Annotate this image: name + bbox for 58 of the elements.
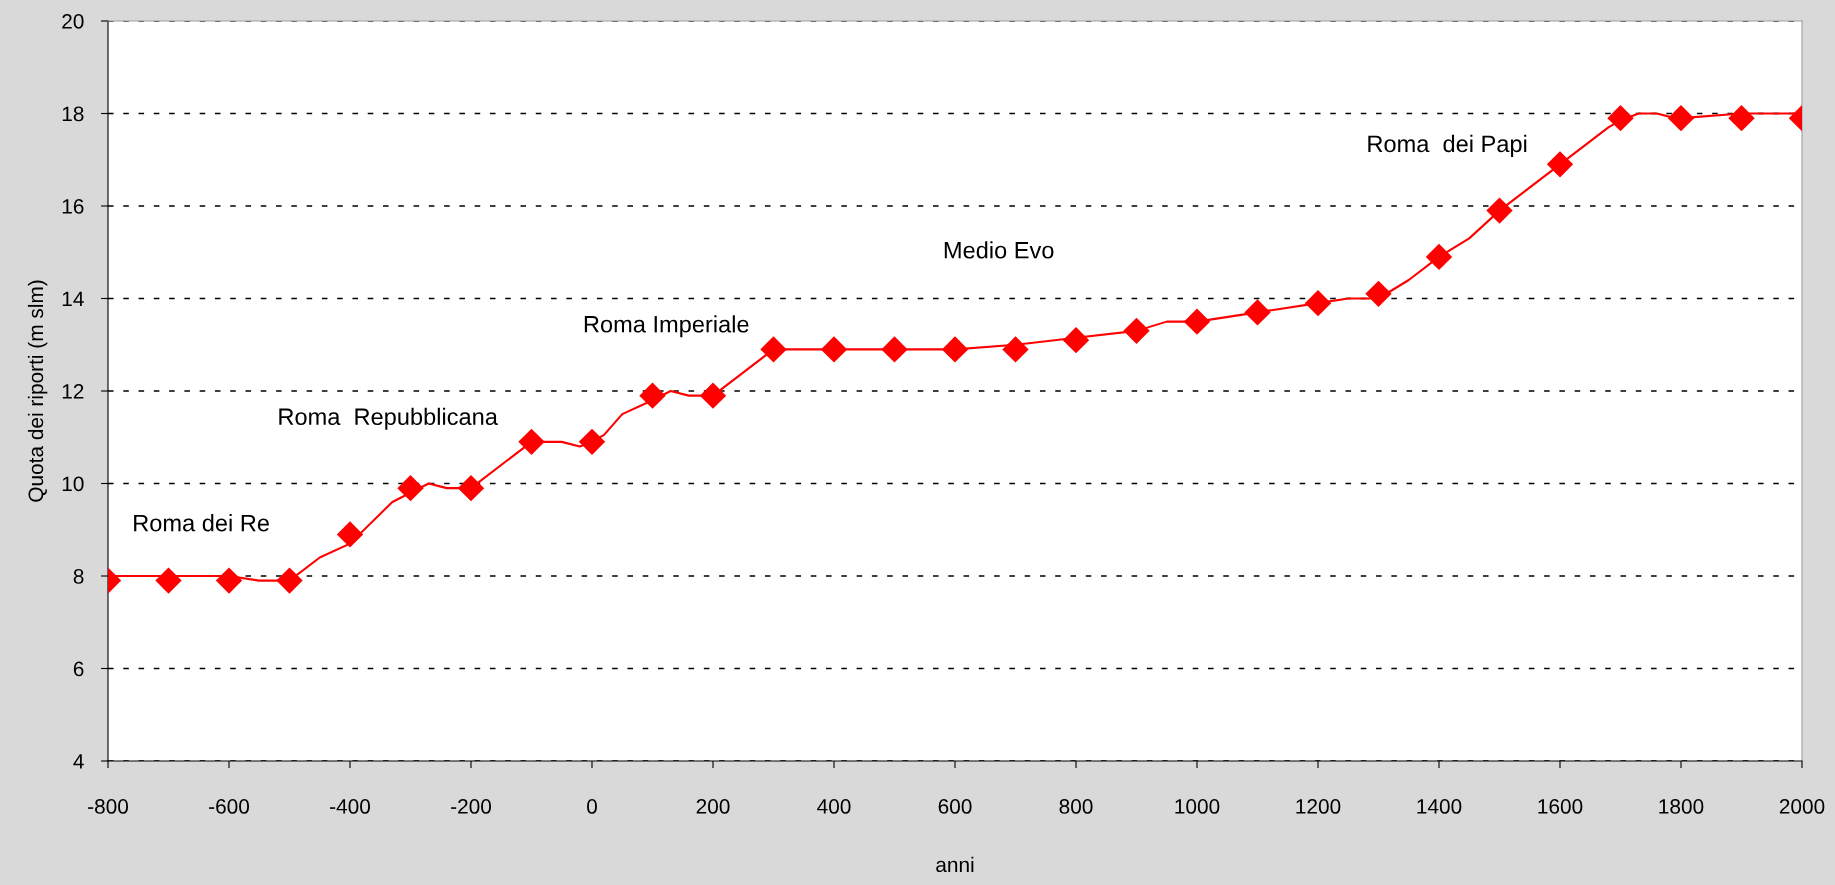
x-tick-label: -200 xyxy=(451,799,492,814)
annotation: Roma Imperiale xyxy=(584,315,749,338)
y-tick-label: 4 xyxy=(73,754,84,769)
point xyxy=(215,567,243,594)
point xyxy=(518,428,545,456)
point xyxy=(699,382,727,409)
x-tick-label: 600 xyxy=(938,799,972,814)
y-tick-label: 6 xyxy=(73,661,84,677)
point xyxy=(1123,317,1150,345)
y-tick-label: 18 xyxy=(62,106,84,122)
point xyxy=(1486,197,1513,224)
y-tick-label: 14 xyxy=(62,291,84,307)
point xyxy=(457,474,485,502)
x-tick-label: 2000 xyxy=(1779,799,1825,814)
y-tick-label: 12 xyxy=(62,384,84,399)
point xyxy=(1546,151,1574,178)
x-tick-label: 800 xyxy=(1059,799,1093,814)
point xyxy=(941,336,969,363)
y-tick-label: 20 xyxy=(62,14,84,29)
point xyxy=(760,336,787,363)
x-tick-label: -400 xyxy=(330,799,371,814)
x-tick-label: 1200 xyxy=(1296,799,1341,814)
point xyxy=(1304,289,1332,317)
point xyxy=(155,567,182,594)
x-axis-title: anni xyxy=(936,856,974,873)
x-tick-label: -800 xyxy=(88,799,129,814)
point xyxy=(1365,280,1392,308)
y-tick-label: 16 xyxy=(62,199,84,214)
point xyxy=(1183,308,1211,335)
y-axis-title: Quota dei riporti (m slm) xyxy=(27,280,48,502)
annotation: Roma dei Papi xyxy=(1368,134,1527,157)
x-tick-label: 1000 xyxy=(1175,799,1220,814)
y-tick-label: 8 xyxy=(73,569,84,584)
annotation: Roma Repubblicana xyxy=(279,407,498,430)
x-tick-label: 1600 xyxy=(1538,799,1583,814)
point xyxy=(1002,336,1029,363)
x-tick-label: 200 xyxy=(696,799,730,814)
point xyxy=(1062,326,1090,354)
y-tick-label: 10 xyxy=(62,476,84,492)
x-tick-label: 1400 xyxy=(1417,799,1462,814)
x-tick-label: 0 xyxy=(587,799,597,814)
point xyxy=(578,428,606,456)
point xyxy=(336,521,364,548)
point xyxy=(1425,243,1453,271)
point xyxy=(276,567,303,594)
point xyxy=(397,474,424,502)
point xyxy=(881,336,908,363)
point xyxy=(1244,299,1271,326)
point xyxy=(1667,104,1695,132)
point xyxy=(1607,104,1634,132)
annotation: Roma dei Re xyxy=(134,514,269,532)
x-tick-label: -600 xyxy=(209,799,250,814)
point xyxy=(820,336,848,363)
annotation: Medio Evo xyxy=(944,241,1054,259)
x-tick-label: 1800 xyxy=(1659,799,1704,814)
x-tick-label: 400 xyxy=(817,799,851,814)
point xyxy=(1728,104,1755,132)
point xyxy=(639,382,666,409)
